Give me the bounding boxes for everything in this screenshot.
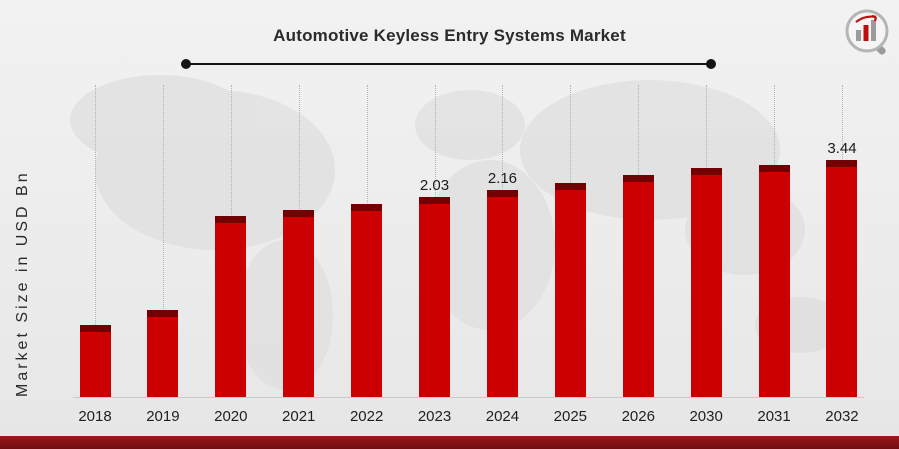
- bar-column-2022: 2022: [345, 85, 389, 425]
- chart-title: Automotive Keyless Entry Systems Market: [273, 26, 626, 45]
- x-tick-2030: 2030: [689, 408, 723, 425]
- bar-2020: [215, 216, 247, 397]
- bar-column-2024: 2.16 2024: [480, 85, 524, 425]
- bar-2019: [147, 309, 179, 397]
- bar-column-2023: 2.03 2023: [413, 85, 457, 425]
- bar-2026: [622, 175, 654, 397]
- x-tick-2020: 2020: [214, 408, 248, 425]
- x-tick-2031: 2031: [757, 408, 791, 425]
- x-tick-2025: 2025: [553, 408, 588, 425]
- timeline-line: [181, 59, 716, 69]
- bar-2025: [554, 183, 586, 397]
- x-tick-2021: 2021: [282, 408, 316, 425]
- bar-value-label-2024: 2.16: [487, 169, 518, 187]
- bar-2032: [826, 159, 858, 397]
- bar-column-2030: 2030: [684, 85, 728, 425]
- footer-bar: [0, 436, 899, 449]
- bar-2022: [351, 203, 383, 397]
- logo-bar-3: [871, 20, 876, 41]
- bar-2021: [283, 209, 315, 397]
- bar-column-2021: 2021: [277, 85, 321, 425]
- x-tick-2024: 2024: [485, 408, 520, 425]
- x-tick-2032: 2032: [825, 408, 859, 425]
- bar-column-2032: 3.44 2032: [820, 85, 864, 425]
- bar-column-2020: 2020: [209, 85, 253, 425]
- logo-bar-2: [863, 25, 869, 41]
- x-tick-2022: 2022: [349, 408, 384, 425]
- x-tick-2018: 2018: [78, 408, 112, 425]
- bar-2024: [486, 189, 518, 397]
- bar-column-2031: 2031: [752, 85, 796, 425]
- x-tick-2026: 2026: [621, 408, 655, 425]
- bar-value-label-2032: 3.44: [827, 139, 857, 157]
- logo-arrow-head: [871, 14, 878, 22]
- x-tick-2019: 2019: [146, 408, 180, 425]
- bar-2018: [79, 325, 111, 397]
- bar-column-2025: 2025: [548, 85, 592, 425]
- bar-value-label-2023: 2.03: [419, 177, 450, 195]
- bar-column-2019: 2019: [141, 85, 185, 425]
- mrfr-logo: [845, 9, 889, 55]
- logo-bar-1: [856, 30, 861, 41]
- bars: 2018 2019 2020 2021 2022 2.03 2023 2.16 2024 2025…: [73, 85, 864, 425]
- y-axis-label: Market Size in USD Bn: [14, 170, 31, 397]
- bar-2031: [758, 164, 790, 397]
- bar-2023: [419, 197, 451, 397]
- bar-2030: [690, 167, 722, 397]
- bar-column-2026: 2026: [616, 85, 660, 425]
- bar-column-2018: 2018: [73, 85, 117, 425]
- x-tick-2023: 2023: [417, 408, 452, 425]
